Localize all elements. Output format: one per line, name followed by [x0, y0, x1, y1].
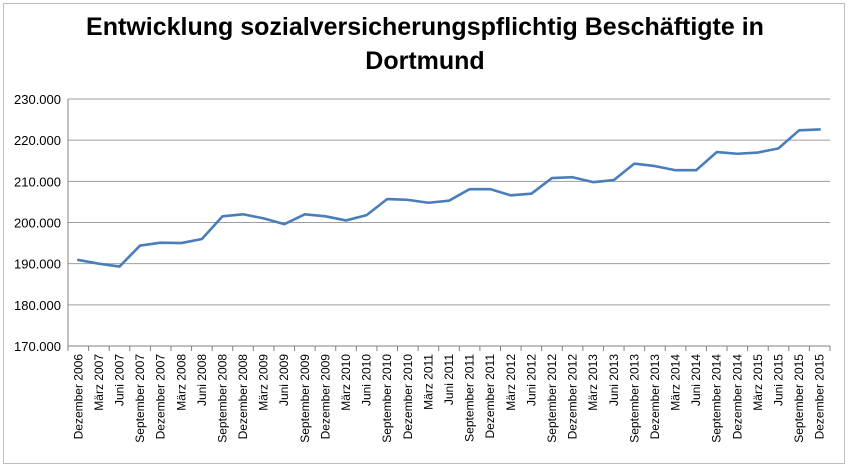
x-tick-label: Juni 2015 [772, 354, 786, 406]
y-tick-label: 200.000 [14, 216, 61, 231]
series [77, 128, 821, 268]
data-point [262, 217, 265, 220]
x-tick-label: September 2009 [298, 354, 312, 443]
data-point [201, 238, 203, 240]
x-tick-label: März 2008 [174, 354, 188, 411]
y-tick-label: 190.000 [14, 257, 61, 272]
x-tick-label: Juni 2014 [689, 354, 703, 406]
data-point [365, 214, 368, 216]
y-tick-label: 180.000 [14, 298, 61, 313]
data-point [674, 169, 677, 172]
x-tick-label: Dezember 2012 [566, 354, 580, 440]
chart-title: Entwicklung sozialversicherungspflichtig… [0, 10, 850, 78]
x-tick-label: März 2012 [504, 354, 518, 411]
x-tick-label: Dezember 2013 [648, 354, 662, 440]
x-tick-label: Juni 2013 [607, 354, 621, 406]
data-point [633, 162, 636, 165]
x-tick-label: Dezember 2006 [71, 354, 85, 440]
data-point [427, 201, 430, 204]
data-point [530, 192, 533, 195]
chart-title-line-2: Dortmund [365, 47, 485, 75]
y-axis-tick-labels: 230.000 220.000 210.000 200.000 190.000 180.0… [14, 92, 61, 354]
chart-frame [3, 3, 845, 464]
x-tick-label: Juni 2009 [277, 354, 291, 406]
series-line [77, 128, 821, 268]
chart-title-line-1: Entwicklung sozialversicherungspflichtig… [86, 13, 764, 41]
data-point [324, 215, 327, 218]
data-point [818, 128, 821, 131]
data-point [551, 177, 553, 179]
data-point [242, 213, 244, 216]
y-tick-label: 220.000 [14, 133, 61, 148]
data-point [757, 151, 759, 154]
x-tick-label: September 2013 [627, 354, 641, 443]
x-tick-label: März 2013 [586, 354, 600, 411]
data-point [798, 129, 800, 132]
gridlines [68, 98, 830, 347]
data-point [118, 265, 121, 268]
x-tick-label: Dezember 2011 [483, 354, 497, 439]
axes [67, 99, 831, 351]
data-point [77, 259, 80, 261]
x-tick-label: September 2015 [792, 354, 806, 443]
data-point [489, 188, 491, 190]
x-tick-label: Juni 2012 [524, 354, 538, 406]
y-tick-label: 170.000 [14, 339, 61, 354]
data-point [345, 219, 347, 222]
x-tick-label: September 2014 [710, 354, 724, 443]
y-tick-label: 210.000 [14, 174, 61, 189]
x-tick-label: März 2007 [92, 354, 106, 411]
data-point [159, 241, 162, 244]
x-tick-label: Juni 2007 [112, 354, 126, 406]
x-tick-label: März 2015 [751, 354, 765, 411]
x-tick-label: September 2011 [463, 354, 477, 442]
data-point [592, 181, 594, 183]
x-tick-label: September 2007 [133, 354, 147, 443]
x-tick-label: Juni 2011 [442, 354, 456, 405]
x-tick-label: März 2014 [669, 354, 683, 411]
data-point [654, 165, 656, 167]
x-tick-label: März 2009 [257, 354, 271, 411]
x-tick-label: September 2008 [215, 354, 229, 443]
data-point [386, 198, 389, 200]
data-point [571, 176, 574, 179]
data-point [139, 244, 141, 247]
data-point [695, 169, 697, 172]
y-tick-label: 230.000 [14, 92, 61, 107]
x-tick-label: Dezember 2008 [236, 354, 250, 440]
x-tick-label: Juni 2008 [195, 354, 209, 406]
data-point [777, 147, 780, 150]
x-tick-label: Dezember 2007 [154, 354, 168, 440]
x-tick-label: Dezember 2014 [730, 354, 744, 440]
data-point [283, 223, 286, 225]
data-point [736, 152, 739, 155]
x-tick-label: Dezember 2010 [401, 354, 415, 440]
data-point [221, 215, 224, 218]
data-point [715, 151, 718, 153]
x-tick-label: September 2010 [380, 354, 394, 443]
x-tick-label: Dezember 2009 [318, 354, 332, 440]
data-point [612, 179, 615, 181]
data-point [448, 199, 450, 202]
data-point [304, 213, 306, 216]
x-tick-label: September 2012 [545, 354, 559, 443]
data-point [509, 194, 512, 197]
data-point [180, 242, 183, 244]
x-tick-label: Dezember 2015 [813, 354, 827, 440]
x-tick-label: März 2010 [339, 354, 353, 411]
x-axis-tick-labels: Dezember 2006 März 2007 Juni 2007 September… [71, 354, 826, 443]
data-point [468, 188, 471, 190]
data-point [407, 199, 409, 201]
x-tick-label: Juni 2010 [360, 354, 374, 406]
data-point [98, 262, 100, 265]
x-tick-label: März 2011 [421, 354, 435, 410]
